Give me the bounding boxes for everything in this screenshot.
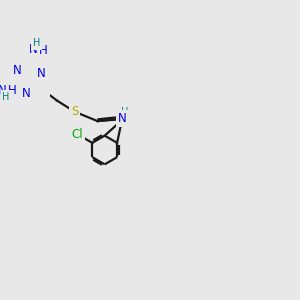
Text: H: H bbox=[8, 84, 17, 98]
Text: N: N bbox=[0, 84, 7, 97]
Text: N: N bbox=[37, 67, 46, 80]
Text: H: H bbox=[33, 38, 40, 48]
Text: H: H bbox=[2, 92, 10, 102]
Text: N: N bbox=[13, 64, 21, 77]
Text: H: H bbox=[122, 107, 129, 117]
Text: N: N bbox=[22, 87, 31, 100]
Text: S: S bbox=[71, 105, 78, 118]
Text: N: N bbox=[119, 112, 128, 125]
Text: Cl: Cl bbox=[71, 128, 83, 141]
Text: N: N bbox=[29, 43, 38, 56]
Text: H: H bbox=[39, 44, 48, 57]
Text: N: N bbox=[118, 112, 127, 125]
